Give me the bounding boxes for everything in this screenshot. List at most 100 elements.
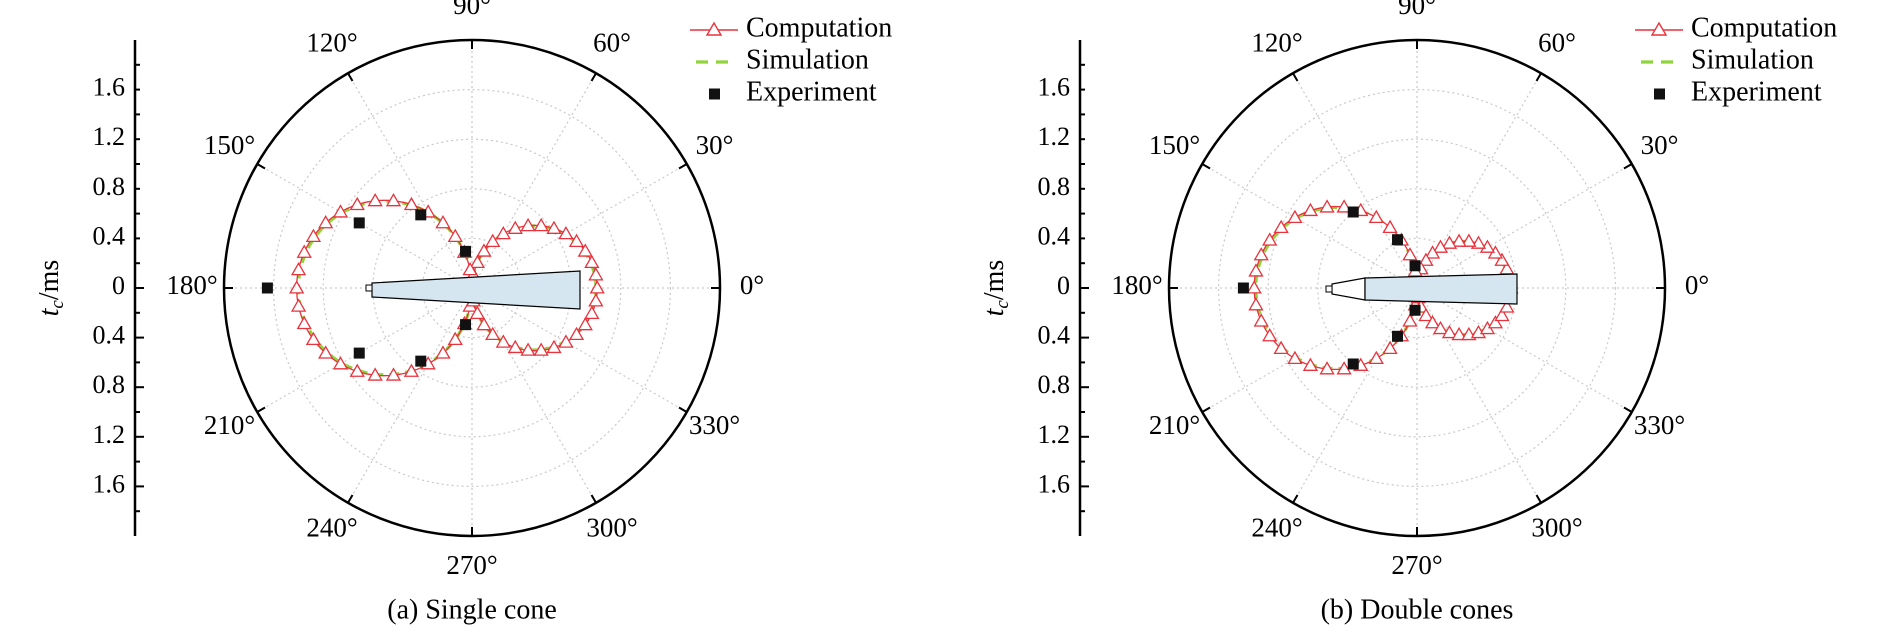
series-computation-marker — [1273, 219, 1289, 234]
angle-tick-label: 150° — [1149, 130, 1200, 160]
radial-tick-label: 0.8 — [1038, 172, 1071, 201]
series-computation-marker — [1441, 235, 1458, 249]
polar-grid-spoke — [256, 287, 473, 413]
radial-tick-label: 1.2 — [93, 122, 126, 151]
series-computation-marker — [1368, 209, 1384, 224]
series-experiment-point — [1391, 234, 1403, 246]
series-computation-marker — [476, 243, 492, 257]
y-axis-title-text: tc/ms — [34, 260, 68, 317]
series-computation-marker — [1441, 324, 1458, 339]
series-computation-marker — [1402, 313, 1418, 327]
polar-chart-svg: 0° 30° 60° 90° 120° 150° 180° 210° 240° 270° 300° 3… — [34, 0, 892, 625]
polar-angle-tick — [1201, 406, 1211, 413]
series-computation-marker — [507, 220, 523, 234]
series-computation-marker — [1319, 199, 1335, 213]
angle-tick-label: 30° — [696, 130, 734, 160]
series-computation-marker — [290, 261, 307, 276]
radial-tick-label: 0.4 — [1038, 221, 1071, 250]
polar-angle-tick — [678, 163, 688, 170]
series-computation-marker — [1402, 247, 1418, 261]
series-computation-marker — [588, 293, 604, 307]
legend-experiment-label: Experiment — [1691, 76, 1822, 107]
series-computation-marker — [332, 204, 349, 218]
angle-tick-label: 60° — [593, 28, 631, 58]
polar-angle-tick — [1292, 72, 1299, 82]
polar-grid-spoke — [256, 163, 473, 289]
y-axis-title: tc/ms — [34, 260, 68, 317]
series-computation-marker — [385, 193, 402, 207]
series-computation-marker — [1302, 357, 1319, 371]
y-axis-title-main: t — [979, 307, 1010, 316]
angle-tick-label: 180° — [166, 270, 217, 300]
polar-angle-tick — [256, 406, 266, 413]
series-computation-marker — [435, 345, 451, 359]
angle-tick-label: 90° — [453, 0, 491, 20]
series-experiment-point — [1409, 260, 1421, 272]
polar-grid-circle — [322, 138, 622, 438]
series-computation-marker — [1248, 263, 1264, 277]
angle-tick-label: 270° — [1391, 550, 1442, 580]
cone-shape — [371, 270, 581, 310]
series-experiment-point — [1347, 358, 1359, 370]
polar-angle-tick — [256, 163, 266, 170]
polar-chart-svg: 0° 30° 60° 90° 120° 150° 180° 210° 240° 270° 300° 3… — [979, 0, 1837, 625]
y-axis-title: tc/ms — [979, 260, 1013, 317]
series-computation-marker — [485, 233, 501, 247]
series-computation-marker — [1253, 247, 1269, 261]
radial-tick-label: 0 — [1057, 271, 1070, 300]
polar-grid-spoke — [471, 287, 688, 413]
series-computation-marker — [1248, 297, 1264, 311]
series-experiment-point — [415, 355, 427, 367]
polar-angle-tick — [1535, 72, 1542, 82]
series-computation-marker — [507, 339, 523, 354]
polar-grid-spoke — [1416, 287, 1542, 504]
series-computation-marker — [435, 215, 451, 229]
series-computation-marker — [533, 217, 549, 232]
radial-tick-label: 1.6 — [1038, 469, 1071, 498]
series-computation-marker — [546, 339, 562, 354]
chart-panel-double-cones: 0° 30° 60° 90° 120° 150° 180° 210° 240° 270° 300° 3… — [945, 0, 1890, 636]
series-computation-marker — [318, 345, 334, 359]
polar-grid-circle — [1267, 138, 1567, 438]
series-computation-marker — [403, 363, 420, 377]
series-computation-marker — [1246, 280, 1262, 294]
series-computation-marker — [476, 316, 492, 331]
polar-grid-spoke — [471, 287, 597, 504]
chart-panel-single-cone: 0° 30° 60° 90° 120° 150° 180° 210° 240° 270° 300° 3… — [34, 0, 892, 625]
polar-grid-spoke — [1201, 163, 1418, 289]
series-computation-marker — [447, 331, 463, 346]
radial-tick-label: 0 — [112, 271, 125, 300]
series-experiment-point — [460, 245, 472, 257]
series-computation-marker — [469, 305, 486, 319]
series-computation-marker — [577, 243, 593, 257]
series-computation-marker — [546, 220, 562, 234]
angle-tick-label: 300° — [586, 513, 637, 543]
series-computation-marker — [558, 334, 574, 348]
polar-grid-circle — [273, 89, 671, 487]
series-computation-marker — [349, 363, 365, 377]
y-axis-title-text: tc/ms — [979, 260, 1013, 317]
radial-tick-label: 0.8 — [1038, 370, 1071, 399]
series-computation-marker — [1451, 326, 1467, 341]
series-experiment-point — [1391, 330, 1403, 342]
angle-tick-label: 150° — [204, 130, 255, 160]
series-computation-marker — [349, 196, 365, 211]
angle-tick-label: 30° — [1641, 130, 1679, 160]
series-computation-marker — [577, 316, 593, 331]
angle-tick-label: 120° — [306, 28, 357, 58]
series-computation-marker — [367, 367, 383, 381]
angle-tick-label: 210° — [204, 410, 255, 440]
radial-tick-label: 0.4 — [93, 221, 126, 250]
series-experiment-point — [460, 319, 472, 331]
polar-angle-tick — [1623, 406, 1633, 413]
legend-simulation-label: Simulation — [1691, 44, 1814, 75]
series-computation-marker — [1302, 202, 1319, 217]
legend-computation-marker — [1650, 21, 1668, 36]
series-computation-marker — [1494, 307, 1510, 322]
angle-tick-label: 0° — [1685, 270, 1709, 300]
angle-tick-label: 180° — [1111, 270, 1162, 300]
series-computation-marker — [403, 196, 420, 211]
y-axis-title-sub: c — [992, 300, 1013, 309]
series-computation-marker — [332, 356, 349, 370]
series-computation-marker — [1382, 340, 1398, 355]
